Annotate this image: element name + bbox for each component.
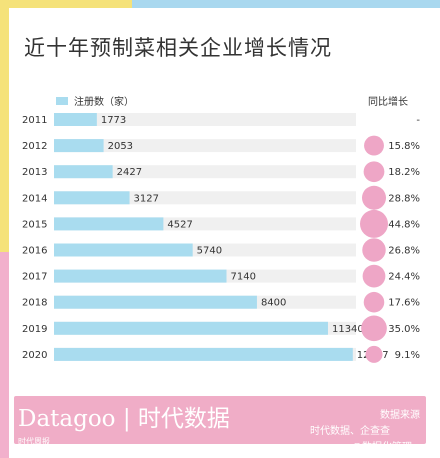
growth-label: 28.8% — [388, 193, 420, 204]
growth-header: 同比增长 — [368, 97, 408, 108]
watermark-left: 时代周报 — [18, 437, 50, 446]
growth-label: 17.6% — [388, 298, 420, 309]
source-text: 时代数据、企查查 — [310, 426, 390, 437]
bar — [54, 165, 113, 179]
value-label: 2053 — [108, 141, 133, 152]
growth-label: 26.8% — [388, 246, 420, 257]
growth-label: 9.1% — [395, 350, 420, 361]
growth-label: 18.2% — [388, 167, 420, 178]
bar — [54, 269, 227, 283]
year-label: 2017 — [22, 272, 47, 283]
growth-bubble — [362, 264, 386, 288]
year-label: 2015 — [22, 219, 47, 230]
growth-label: 24.4% — [388, 272, 420, 283]
source-title: 数据来源 — [380, 410, 420, 421]
bar — [54, 347, 353, 361]
year-label: 2019 — [22, 324, 47, 335]
bar — [54, 113, 97, 126]
left-accent-bar — [0, 0, 9, 458]
year-label: 2020 — [22, 350, 47, 361]
year-label: 2012 — [22, 141, 47, 152]
watermark-right: @数据化管理 — [352, 442, 412, 453]
chart-title: 近十年预制菜相关企业增长情况 — [24, 36, 332, 60]
year-label: 2013 — [22, 167, 47, 178]
growth-bubble — [363, 161, 385, 183]
growth-label: 15.8% — [388, 141, 420, 152]
bar-track — [54, 139, 356, 153]
value-label: 7140 — [231, 272, 256, 283]
value-label: 1773 — [101, 115, 126, 126]
bar-track — [54, 165, 356, 179]
year-label: 2018 — [22, 298, 47, 309]
year-label: 2011 — [22, 115, 47, 126]
growth-bubble — [361, 185, 387, 210]
growth-bubble — [361, 315, 387, 342]
growth-bubble — [363, 291, 385, 313]
growth-label: 35.0% — [388, 324, 420, 335]
value-label: 5740 — [197, 246, 222, 257]
growth-bubble — [364, 135, 384, 156]
brand-logo: Datagoo | 时代数据 — [18, 406, 230, 432]
legend: 注册数（家） — [56, 93, 134, 108]
year-label: 2016 — [22, 246, 47, 257]
year-label: 2014 — [22, 193, 47, 204]
footer-band — [14, 396, 426, 444]
value-label: 3127 — [134, 193, 159, 204]
bar-track — [54, 113, 356, 126]
value-label: 11340 — [332, 324, 364, 335]
growth-bubble — [365, 345, 383, 363]
value-label: 2427 — [117, 167, 142, 178]
value-label: 8400 — [261, 298, 286, 309]
legend-label: 注册数（家） — [74, 97, 134, 108]
bar — [54, 243, 193, 257]
growth-label: 44.8% — [388, 219, 420, 230]
bar — [54, 191, 130, 205]
top-accent-bar — [0, 0, 440, 8]
legend-swatch — [56, 96, 68, 105]
growth-bubble — [360, 209, 388, 238]
bar — [54, 139, 104, 153]
bar — [54, 321, 328, 335]
bar — [54, 217, 164, 231]
bar — [54, 295, 257, 309]
growth-label: - — [416, 115, 420, 126]
growth-bubble — [362, 238, 386, 262]
value-label: 4527 — [167, 219, 192, 230]
